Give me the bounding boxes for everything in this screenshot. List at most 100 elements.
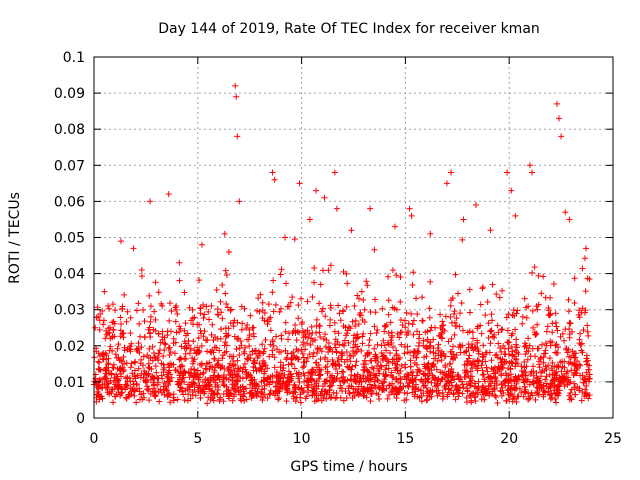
data-point xyxy=(385,365,392,372)
data-point xyxy=(152,355,159,362)
data-point xyxy=(277,375,284,382)
data-point xyxy=(267,390,274,397)
data-point xyxy=(131,359,138,366)
data-point xyxy=(522,372,529,379)
data-point xyxy=(166,351,173,358)
data-point xyxy=(320,267,327,274)
data-point xyxy=(126,345,133,352)
data-point xyxy=(440,393,447,400)
data-point xyxy=(519,320,526,327)
data-point xyxy=(207,374,214,381)
data-point xyxy=(255,295,262,302)
data-point xyxy=(307,341,314,348)
data-point xyxy=(585,366,592,373)
data-point xyxy=(435,341,442,348)
data-point xyxy=(466,309,473,316)
data-point xyxy=(577,330,584,337)
data-point xyxy=(261,385,268,392)
data-point xyxy=(215,311,222,318)
data-point xyxy=(296,180,303,187)
data-point xyxy=(389,388,396,395)
data-point xyxy=(165,345,172,352)
data-point xyxy=(196,277,203,284)
data-point xyxy=(518,363,525,370)
data-point xyxy=(394,330,401,337)
data-point xyxy=(340,323,347,330)
data-point xyxy=(466,378,473,385)
data-point xyxy=(346,390,353,397)
data-point xyxy=(520,379,527,386)
data-point xyxy=(172,339,179,346)
data-point xyxy=(553,341,560,348)
data-point xyxy=(327,382,334,389)
data-point xyxy=(555,362,562,369)
data-point xyxy=(176,259,183,266)
y-tick-label: 0.02 xyxy=(54,339,85,355)
data-point xyxy=(502,377,509,384)
data-point xyxy=(257,291,264,298)
data-point xyxy=(191,356,198,363)
data-point xyxy=(295,302,302,309)
data-point xyxy=(322,313,329,320)
data-point xyxy=(421,354,428,361)
data-point xyxy=(565,308,572,315)
data-point xyxy=(304,354,311,361)
data-point xyxy=(95,313,102,320)
data-point xyxy=(151,389,158,396)
data-point xyxy=(425,389,432,396)
data-point xyxy=(579,305,586,312)
data-point xyxy=(505,311,512,318)
data-point xyxy=(130,245,137,252)
data-point xyxy=(553,100,560,107)
data-point xyxy=(317,334,324,341)
data-point xyxy=(229,384,236,391)
data-point xyxy=(327,316,334,323)
data-point xyxy=(210,372,217,379)
data-point xyxy=(322,343,329,350)
data-point xyxy=(128,360,135,367)
data-point xyxy=(271,354,278,361)
data-point xyxy=(448,169,455,176)
data-point xyxy=(472,390,479,397)
data-point xyxy=(499,287,506,294)
data-point xyxy=(147,303,154,310)
x-tick-label: 0 xyxy=(90,431,99,447)
data-point xyxy=(137,356,144,363)
data-point xyxy=(387,349,394,356)
data-point xyxy=(459,327,466,334)
data-point xyxy=(317,281,324,288)
data-point xyxy=(430,336,437,343)
data-point xyxy=(139,362,146,369)
data-point xyxy=(285,336,292,343)
data-point xyxy=(558,376,565,383)
data-point xyxy=(104,380,111,387)
data-point xyxy=(230,393,237,400)
data-point xyxy=(188,379,195,386)
data-point xyxy=(516,385,523,392)
data-point xyxy=(159,328,166,335)
data-point xyxy=(553,368,560,375)
data-point xyxy=(496,366,503,373)
data-point xyxy=(425,365,432,372)
data-point xyxy=(259,299,266,306)
data-point xyxy=(112,393,119,400)
data-point xyxy=(245,371,252,378)
data-point xyxy=(359,388,366,395)
data-point xyxy=(489,317,496,324)
data-point xyxy=(241,305,248,312)
data-point xyxy=(521,295,528,302)
data-point xyxy=(554,350,561,357)
data-point xyxy=(579,265,586,272)
data-point xyxy=(494,399,501,406)
data-point xyxy=(579,388,586,395)
data-point xyxy=(543,366,550,373)
data-point xyxy=(243,396,250,403)
data-point xyxy=(372,383,379,390)
data-point xyxy=(568,386,575,393)
data-point xyxy=(532,331,539,338)
data-point xyxy=(385,273,392,280)
data-point xyxy=(371,246,378,253)
data-point xyxy=(250,330,257,337)
data-point xyxy=(498,348,505,355)
data-point xyxy=(397,298,404,305)
